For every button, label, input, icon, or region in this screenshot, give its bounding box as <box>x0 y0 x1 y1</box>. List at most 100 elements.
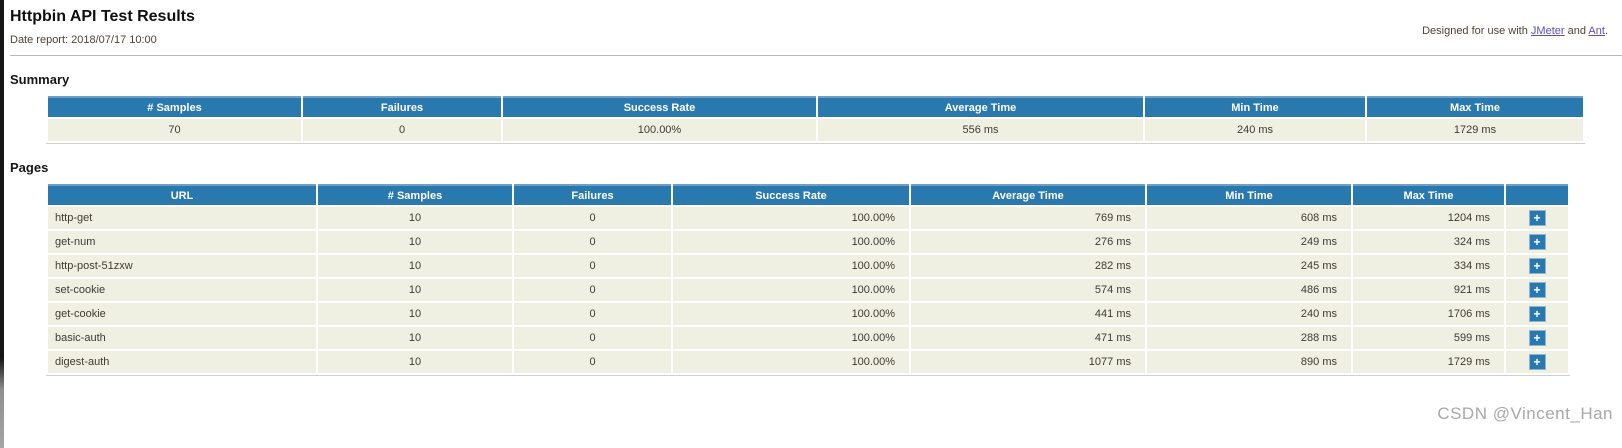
table-row: basic-auth 10 0 100.00% 471 ms 288 ms 59… <box>48 327 1568 349</box>
column-header-samples: # Samples <box>48 96 301 117</box>
expand-cell: + <box>1506 279 1568 301</box>
max-time-cell: 1706 ms <box>1353 303 1504 325</box>
samples-cell: 10 <box>318 207 512 229</box>
failures-cell: 0 <box>514 327 671 349</box>
expand-cell: + <box>1506 351 1568 373</box>
failures-cell: 0 <box>514 231 671 253</box>
csdn-watermark: CSDN @Vincent_Han <box>1437 404 1613 423</box>
column-header-max-time: Max Time <box>1367 96 1583 117</box>
column-header-max-time: Max Time <box>1353 184 1504 205</box>
failures-cell: 0 <box>514 207 671 229</box>
samples-cell: 10 <box>318 255 512 277</box>
column-header-success-rate: Success Rate <box>673 184 909 205</box>
pages-table: URL # Samples Failures Success Rate Aver… <box>46 182 1570 376</box>
min-time-cell: 486 ms <box>1147 279 1351 301</box>
expand-row-button[interactable]: + <box>1528 330 1546 346</box>
success-rate-cell: 100.00% <box>673 255 909 277</box>
average-time-cell: 441 ms <box>911 303 1145 325</box>
average-time-cell: 471 ms <box>911 327 1145 349</box>
header-divider <box>10 55 1622 56</box>
min-time-cell: 608 ms <box>1147 207 1351 229</box>
summary-success-rate-cell: 100.00% <box>503 119 816 141</box>
max-time-cell: 921 ms <box>1353 279 1504 301</box>
min-time-cell: 288 ms <box>1147 327 1351 349</box>
expand-row-button[interactable]: + <box>1528 306 1546 322</box>
table-row: http-post-51zxw 10 0 100.00% 282 ms 245 … <box>48 255 1568 277</box>
summary-failures-cell: 0 <box>303 119 501 141</box>
average-time-cell: 282 ms <box>911 255 1145 277</box>
table-row: digest-auth 10 0 100.00% 1077 ms 890 ms … <box>48 351 1568 373</box>
summary-table: # Samples Failures Success Rate Average … <box>46 94 1585 144</box>
expand-cell: + <box>1506 255 1568 277</box>
jmeter-link[interactable]: JMeter <box>1530 25 1565 37</box>
column-header-failures: Failures <box>514 184 671 205</box>
url-cell: basic-auth <box>48 327 316 349</box>
expand-row-button[interactable]: + <box>1528 282 1546 298</box>
expand-cell: + <box>1506 207 1568 229</box>
success-rate-cell: 100.00% <box>673 351 909 373</box>
failures-cell: 0 <box>514 351 671 373</box>
max-time-cell: 599 ms <box>1353 327 1504 349</box>
pages-header-row: URL # Samples Failures Success Rate Aver… <box>48 184 1568 205</box>
average-time-cell: 574 ms <box>911 279 1145 301</box>
success-rate-cell: 100.00% <box>673 207 909 229</box>
pages-heading: Pages <box>10 160 49 175</box>
samples-cell: 10 <box>318 279 512 301</box>
summary-samples-cell: 70 <box>48 119 301 141</box>
success-rate-cell: 100.00% <box>673 327 909 349</box>
window-left-edge <box>0 0 4 448</box>
url-cell: http-post-51zxw <box>48 255 316 277</box>
expand-column-header <box>1506 184 1568 205</box>
max-time-cell: 1729 ms <box>1353 351 1504 373</box>
expand-row-button[interactable]: + <box>1528 210 1546 226</box>
max-time-cell: 324 ms <box>1353 231 1504 253</box>
column-header-min-time: Min Time <box>1145 96 1365 117</box>
failures-cell: 0 <box>514 255 671 277</box>
summary-max-time-cell: 1729 ms <box>1367 119 1583 141</box>
samples-cell: 10 <box>318 327 512 349</box>
column-header-url: URL <box>48 184 316 205</box>
and-text: and <box>1567 25 1586 37</box>
url-cell: get-num <box>48 231 316 253</box>
success-rate-cell: 100.00% <box>673 231 909 253</box>
column-header-min-time: Min Time <box>1147 184 1351 205</box>
ant-link[interactable]: Ant <box>1588 25 1605 37</box>
min-time-cell: 249 ms <box>1147 231 1351 253</box>
average-time-cell: 1077 ms <box>911 351 1145 373</box>
expand-cell: + <box>1506 303 1568 325</box>
expand-row-button[interactable]: + <box>1528 234 1546 250</box>
date-report: Date report: 2018/07/17 10:00 <box>10 34 157 46</box>
page-title: Httpbin API Test Results <box>10 8 195 25</box>
url-cell: get-cookie <box>48 303 316 325</box>
failures-cell: 0 <box>514 279 671 301</box>
summary-heading: Summary <box>10 72 70 87</box>
average-time-cell: 769 ms <box>911 207 1145 229</box>
url-cell: set-cookie <box>48 279 316 301</box>
average-time-cell: 276 ms <box>911 231 1145 253</box>
report-header: Httpbin API Test Results Date report: 20… <box>10 8 1622 46</box>
table-row: get-num 10 0 100.00% 276 ms 249 ms 324 m… <box>48 231 1568 253</box>
summary-average-time-cell: 556 ms <box>818 119 1143 141</box>
expand-cell: + <box>1506 327 1568 349</box>
expand-row-button[interactable]: + <box>1528 258 1546 274</box>
max-time-cell: 334 ms <box>1353 255 1504 277</box>
expand-row-button[interactable]: + <box>1528 354 1546 370</box>
min-time-cell: 245 ms <box>1147 255 1351 277</box>
table-row: set-cookie 10 0 100.00% 574 ms 486 ms 92… <box>48 279 1568 301</box>
column-header-failures: Failures <box>303 96 501 117</box>
min-time-cell: 240 ms <box>1147 303 1351 325</box>
url-cell: digest-auth <box>48 351 316 373</box>
max-time-cell: 1204 ms <box>1353 207 1504 229</box>
pages-table-body: http-get 10 0 100.00% 769 ms 608 ms 1204… <box>48 207 1568 373</box>
column-header-average-time: Average Time <box>911 184 1145 205</box>
min-time-cell: 890 ms <box>1147 351 1351 373</box>
summary-min-time-cell: 240 ms <box>1145 119 1365 141</box>
summary-data-row: 70 0 100.00% 556 ms 240 ms 1729 ms <box>48 119 1583 141</box>
url-cell: http-get <box>48 207 316 229</box>
designed-for-note: Designed for use with JMeter and Ant. <box>1422 25 1608 37</box>
samples-cell: 10 <box>318 231 512 253</box>
table-row: get-cookie 10 0 100.00% 441 ms 240 ms 17… <box>48 303 1568 325</box>
samples-cell: 10 <box>318 351 512 373</box>
column-header-success-rate: Success Rate <box>503 96 816 117</box>
period-text: . <box>1604 25 1608 37</box>
